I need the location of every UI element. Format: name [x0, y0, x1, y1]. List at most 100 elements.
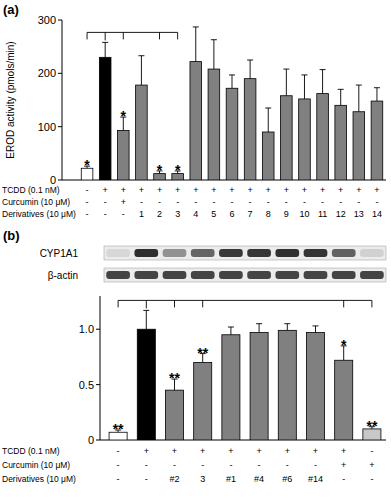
- treatment-value: -: [339, 197, 342, 207]
- bar: [226, 88, 238, 180]
- y-tick-label: 100: [38, 121, 56, 133]
- treatment-value: -: [229, 460, 232, 470]
- bar: [117, 130, 129, 180]
- treatment-value: 10: [299, 209, 309, 219]
- y-tick: [96, 384, 100, 385]
- treatment-label: Curcumin (10 μM): [2, 197, 70, 207]
- treatment-value: +: [228, 446, 233, 456]
- treatment-value: +: [211, 185, 216, 195]
- blot-band: [106, 249, 130, 257]
- blot-band: [163, 249, 187, 257]
- y-tick-label: 200: [38, 67, 56, 79]
- significance-label: *: [175, 162, 181, 178]
- treatment-value: -: [117, 446, 120, 456]
- treatment-value: +: [229, 185, 234, 195]
- treatment-value: -: [231, 197, 234, 207]
- treatment-value: 8: [266, 209, 271, 219]
- bar: [281, 96, 293, 180]
- y-tick: [96, 440, 100, 441]
- treatment-value: -: [176, 197, 179, 207]
- blot-band: [304, 249, 328, 257]
- error-bar: [313, 326, 319, 333]
- error-bar: [356, 85, 362, 112]
- significance-label: **: [366, 418, 377, 434]
- error-bar: [374, 88, 380, 101]
- treatment-value: 6: [229, 209, 234, 219]
- treatment-value: #4: [254, 474, 264, 484]
- panel: (a)EROD activity (pmols/min)0100200300**…: [2, 2, 386, 219]
- y-tick-label: 0.5: [79, 379, 94, 391]
- treatment-value: -: [86, 185, 89, 195]
- treatment-value: -: [104, 197, 107, 207]
- bar: [194, 362, 212, 440]
- y-tick: [58, 180, 62, 181]
- panel-title: (b): [3, 228, 20, 243]
- y-axis-line: [100, 296, 101, 440]
- significance-label: **: [169, 370, 180, 386]
- treatment-label: TCDD (0.1 nM): [2, 446, 60, 456]
- blot-band: [163, 271, 187, 279]
- bar: [244, 79, 256, 180]
- marks: [109, 310, 381, 440]
- y-tick-label: 0: [88, 434, 94, 446]
- treatment-value: -: [145, 474, 148, 484]
- y-tick-label: 300: [38, 14, 56, 26]
- bar: [335, 360, 353, 440]
- bar: [335, 105, 347, 180]
- treatment-value: +: [103, 185, 108, 195]
- treatment-value: +: [144, 446, 149, 456]
- treatment-value: 7: [248, 209, 253, 219]
- treatment-value: -: [258, 460, 261, 470]
- treatment-value: +: [341, 460, 346, 470]
- treatment-value: 9: [284, 209, 289, 219]
- error-bar: [211, 40, 217, 69]
- y-axis-line: [62, 20, 63, 180]
- treatment-value: 3: [200, 474, 205, 484]
- treatment-value: +: [302, 185, 307, 195]
- significance-bracket: [87, 32, 178, 40]
- blot-band: [106, 271, 130, 279]
- treatment-value: -: [357, 197, 360, 207]
- treatment-label: Derivatives (10 μM): [2, 209, 76, 219]
- treatment-value: +: [121, 197, 126, 207]
- treatment-value: +: [341, 446, 346, 456]
- y-tick: [96, 329, 100, 330]
- error-bar: [143, 310, 149, 329]
- treatment-value: -: [140, 197, 143, 207]
- blot-band: [332, 271, 356, 279]
- treatment-value: +: [200, 446, 205, 456]
- panel-title: (a): [3, 2, 19, 17]
- treatment-value: 14: [372, 209, 382, 219]
- treatment-value: +: [374, 185, 379, 195]
- treatment-value: -: [117, 474, 120, 484]
- bar: [190, 62, 202, 180]
- bar: [299, 99, 311, 180]
- treatment-value: +: [121, 185, 126, 195]
- bar: [262, 132, 274, 180]
- treatment-value: +: [285, 446, 290, 456]
- significance-label: *: [84, 157, 90, 173]
- treatment-value: -: [321, 197, 324, 207]
- treatment-value: -: [145, 460, 148, 470]
- bar: [371, 101, 383, 180]
- blot-band: [304, 271, 328, 279]
- blot-band: [247, 271, 271, 279]
- treatment-value: -: [122, 209, 125, 219]
- panel: (b)CYP1A1β-actin00.51.0*********TCDD (0.…: [2, 228, 386, 484]
- treatment-value: -: [212, 197, 215, 207]
- treatment-value: -: [286, 460, 289, 470]
- treatment-value: -: [249, 197, 252, 207]
- treatment-value: +: [172, 446, 177, 456]
- treatment-value: +: [284, 185, 289, 195]
- y-tick-label: 1.0: [79, 323, 94, 335]
- bar: [99, 57, 111, 180]
- blot-band: [360, 271, 384, 279]
- treatment-value: +: [175, 185, 180, 195]
- bar: [317, 94, 329, 180]
- bar: [165, 390, 183, 440]
- treatment-value: +: [247, 185, 252, 195]
- bar: [250, 333, 268, 440]
- treatment-value: -: [370, 446, 373, 456]
- treatment-value: +: [356, 185, 361, 195]
- treatment-value: -: [104, 209, 107, 219]
